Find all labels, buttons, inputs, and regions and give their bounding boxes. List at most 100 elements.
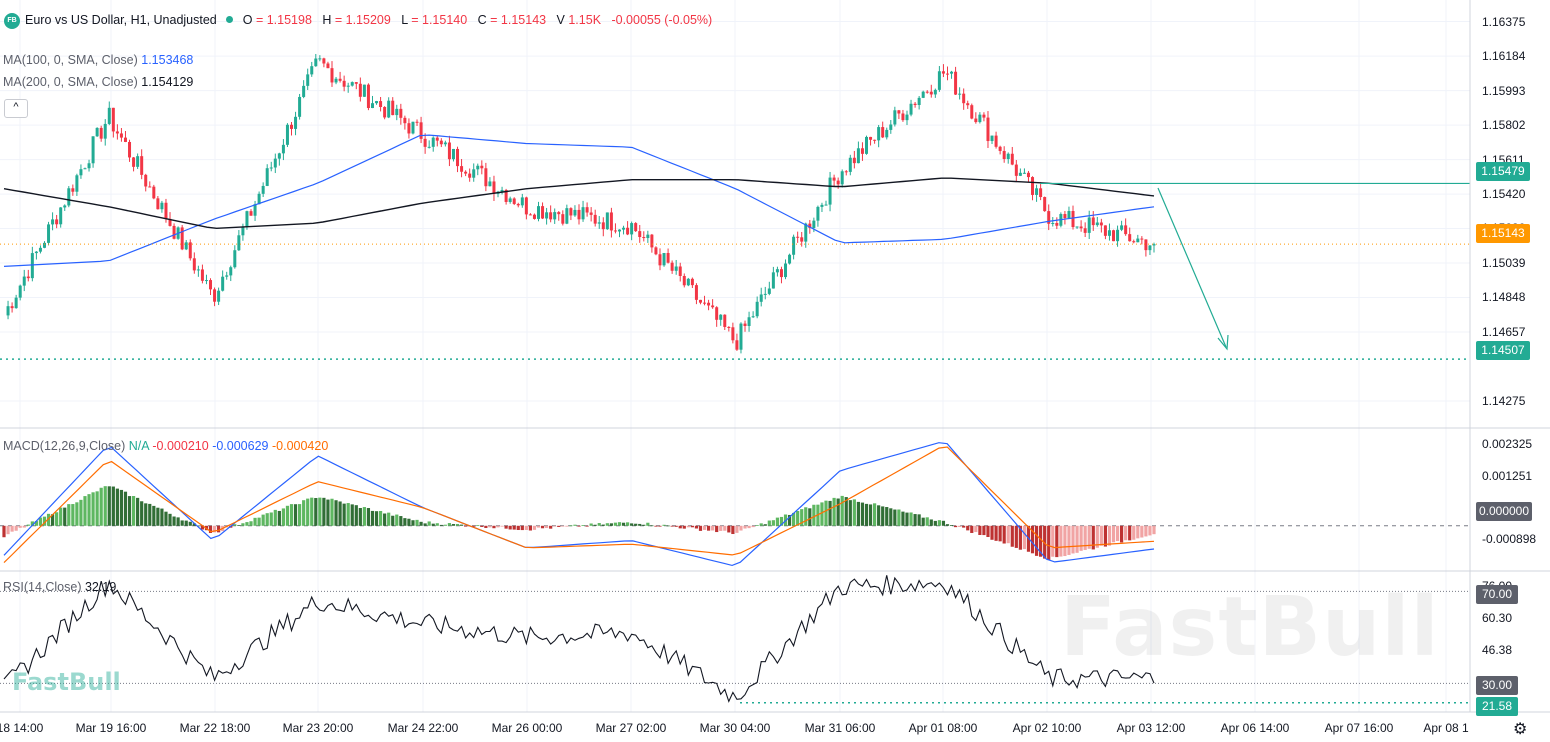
candle-body	[427, 146, 431, 148]
candle-body	[577, 209, 581, 220]
macd-histogram-bar	[127, 496, 132, 526]
candle-body	[941, 71, 945, 74]
candle-body	[779, 269, 783, 278]
macd-histogram-bar	[982, 525, 986, 536]
macd-histogram-bar	[998, 525, 1002, 542]
macd-histogram-bar	[1124, 525, 1128, 541]
macd-histogram-bar	[775, 517, 780, 526]
candle-body	[1095, 222, 1099, 226]
macd-histogram-bar	[715, 525, 719, 533]
candle-body	[569, 208, 573, 216]
candle-body	[128, 141, 132, 158]
candle-body	[233, 250, 237, 268]
candle-body	[877, 127, 881, 141]
ma200-legend[interactable]: MA(200, 0, SMA, Close) 1.154129	[3, 75, 193, 89]
candle-body	[970, 105, 974, 119]
candle-body	[379, 101, 383, 108]
candle-body	[172, 225, 176, 239]
macd-histogram-bar	[986, 525, 990, 538]
candle-body	[727, 326, 731, 328]
macd-histogram-bar	[670, 525, 674, 527]
macd-histogram-bar	[589, 523, 593, 526]
candle-body	[269, 167, 273, 169]
candle-body	[617, 229, 621, 232]
fastbull-watermark-small: FastBull	[12, 668, 121, 696]
ma100-legend[interactable]: MA(100, 0, SMA, Close) 1.153468	[3, 53, 193, 67]
ma100-line	[3, 134, 1155, 267]
time-tick: Apr 03 12:00	[1116, 721, 1186, 735]
rsi-70-badge: 70.00	[1476, 585, 1518, 604]
macd-histogram-bar	[261, 514, 265, 526]
macd-legend[interactable]: MACD(12,26,9,Close) N/A -0.000210 -0.000…	[3, 439, 328, 453]
macd-histogram-bar	[528, 525, 533, 531]
candle-body	[314, 58, 318, 67]
macd-histogram-bar	[403, 518, 407, 526]
candle-body	[42, 242, 46, 248]
high-value: = 1.15209	[334, 13, 391, 27]
candle-body	[605, 212, 609, 230]
macd-histogram-bar	[237, 525, 241, 526]
settings-gear-icon[interactable]: ⚙	[1513, 721, 1528, 738]
candle-body	[456, 148, 460, 167]
macd-histogram-bar	[966, 525, 970, 531]
rsi-legend[interactable]: RSI(14,Close) 32.19	[3, 580, 116, 594]
candle-body	[277, 153, 281, 159]
macd-histogram-bar	[30, 521, 34, 526]
candle-body	[982, 114, 986, 118]
candle-body	[281, 144, 285, 154]
candle-body	[1075, 226, 1079, 228]
macd-histogram-bar	[136, 497, 140, 526]
macd-histogram-bar	[666, 525, 670, 527]
macd-histogram-bar	[881, 506, 885, 526]
candle-body	[26, 276, 30, 279]
candle-body	[990, 135, 994, 142]
candle-body	[626, 227, 630, 235]
macd-histogram-bar	[164, 511, 168, 526]
macd-histogram-bar	[180, 520, 184, 526]
low-value: = 1.15140	[411, 13, 468, 27]
candle-body	[958, 93, 962, 95]
macd-histogram-bar	[1006, 525, 1010, 544]
macd-histogram-bar	[630, 523, 634, 526]
macd-histogram-bar	[370, 510, 375, 526]
time-tick: Apr 07 16:00	[1324, 721, 1394, 735]
macd-histogram-bar	[872, 503, 877, 526]
candle-body	[14, 297, 18, 309]
candle-body	[99, 127, 103, 139]
macd-histogram-bar	[55, 512, 59, 526]
candle-body	[1124, 225, 1128, 235]
candle-body	[950, 71, 954, 74]
candle-body	[873, 139, 877, 141]
macd-histogram-bar	[990, 525, 994, 540]
candle-body	[646, 234, 650, 239]
candle-body	[678, 266, 682, 276]
candle-body	[431, 137, 435, 147]
candle-body	[399, 108, 403, 118]
candle-body	[545, 212, 549, 219]
macd-histogram-bar	[1010, 525, 1014, 547]
candle-body	[447, 142, 451, 160]
candle-body	[221, 276, 225, 291]
collapse-legend-button[interactable]: ^	[4, 99, 28, 118]
candle-body	[310, 66, 314, 75]
candle-body	[1128, 234, 1132, 242]
macd-histogram-bar	[1034, 525, 1039, 556]
macd-histogram-bar	[310, 497, 314, 526]
candle-body	[204, 280, 208, 282]
rsi-value: 32.19	[84, 580, 117, 594]
candle-body	[601, 222, 605, 230]
macd-histogram-bar	[192, 523, 196, 526]
candle-body	[468, 173, 472, 178]
macd-histogram-bar	[605, 523, 609, 526]
macd-histogram-bar	[638, 523, 642, 526]
macd-histogram-bar	[970, 525, 974, 533]
time-tick: Mar 27 02:00	[595, 721, 667, 735]
candle-body	[383, 107, 387, 118]
ma200-label: MA(200, 0, SMA, Close)	[3, 75, 138, 89]
candle-body	[184, 242, 188, 250]
candle-body	[925, 91, 929, 93]
macd-histogram-bar	[200, 525, 205, 530]
candle-body	[1051, 222, 1055, 224]
macd-histogram-bar	[50, 514, 55, 526]
